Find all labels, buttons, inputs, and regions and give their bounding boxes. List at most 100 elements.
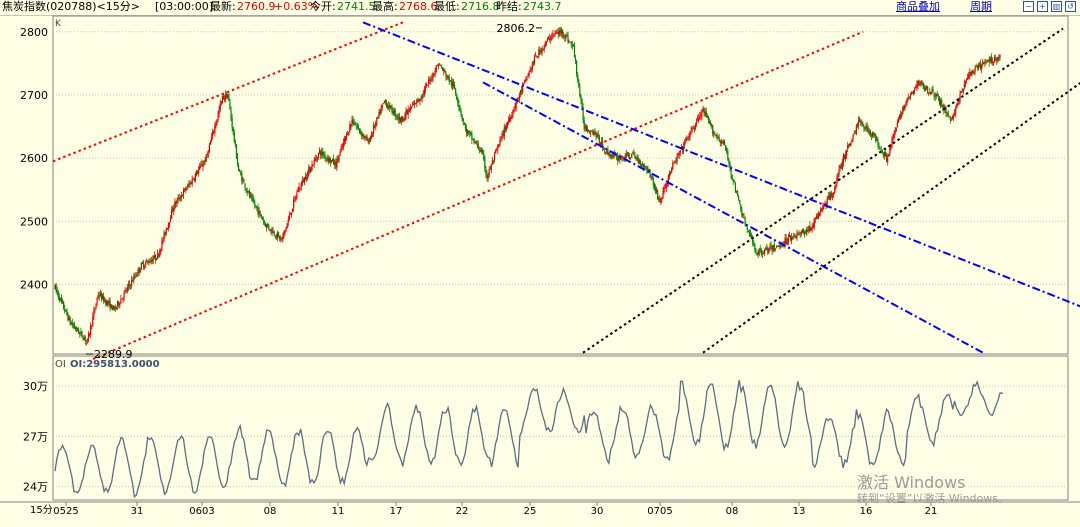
candle-body	[833, 192, 835, 196]
candle-body	[564, 35, 566, 38]
candle-body	[621, 156, 623, 159]
zoom-out-icon[interactable]: −	[1023, 1, 1034, 12]
zoom-in-icon[interactable]: +	[1037, 1, 1048, 12]
candle-body	[792, 237, 794, 239]
candle-body	[933, 93, 935, 97]
candle-body	[871, 132, 874, 137]
candle-body	[276, 233, 279, 239]
x-tick-label: 30	[591, 506, 604, 517]
candle-body	[510, 117, 512, 119]
candle-body	[56, 289, 58, 293]
candle-body	[138, 267, 140, 272]
candle-body	[198, 169, 200, 174]
prev-settle-label: 昨结:	[496, 0, 522, 13]
candle-body	[401, 116, 403, 122]
candle-body	[95, 304, 97, 308]
candle-body	[160, 248, 162, 252]
candle-body	[693, 127, 695, 130]
candles	[54, 27, 1001, 346]
candle-body	[90, 325, 92, 335]
candle-body	[556, 32, 558, 34]
candle-body	[380, 108, 382, 114]
candle-body	[584, 126, 586, 129]
candle-body	[397, 117, 400, 120]
candle-body	[567, 35, 569, 42]
candle-body	[676, 156, 678, 162]
candle-body	[868, 131, 870, 133]
candle-body	[329, 159, 331, 162]
candle-body	[431, 78, 433, 80]
candle-body	[382, 102, 384, 104]
candle-body	[228, 94, 230, 102]
candle-body	[655, 189, 658, 193]
candle-body	[771, 247, 773, 252]
candle-body	[385, 102, 388, 107]
column-view-icon[interactable]: ▥	[1051, 1, 1062, 12]
candle-body	[115, 306, 118, 309]
restore-icon[interactable]: ↺	[1065, 1, 1076, 12]
candle-body	[847, 145, 849, 149]
candle-body	[355, 125, 357, 127]
candle-body	[239, 170, 241, 172]
candle-body	[513, 109, 515, 111]
candle-body	[444, 69, 446, 73]
candle-body	[632, 152, 634, 154]
candle-body	[552, 34, 554, 36]
candle-body	[967, 78, 969, 80]
candle-body	[663, 187, 665, 193]
candle-body	[960, 91, 962, 94]
candle-body	[748, 231, 751, 235]
candle-body	[451, 82, 454, 87]
period-link[interactable]: 周期	[970, 0, 992, 13]
candle-body	[220, 101, 222, 105]
candle-body	[611, 155, 613, 158]
candle-body	[66, 309, 68, 315]
candle-body	[330, 160, 333, 162]
candle-body	[888, 153, 890, 157]
candle-body	[961, 90, 963, 92]
instrument-name[interactable]: 焦炭指数(020788)<15分>	[2, 0, 141, 13]
candle-body	[271, 229, 273, 234]
candle-body	[408, 110, 410, 112]
candle-body	[671, 168, 673, 173]
candle-body	[504, 126, 506, 131]
candle-body	[162, 239, 164, 241]
candle-body	[405, 110, 407, 117]
candle-body	[189, 182, 191, 186]
commodity-overlay-link[interactable]: 商品叠加	[896, 0, 940, 13]
candle-body	[839, 165, 841, 169]
candle-body	[500, 137, 502, 140]
candle-body	[971, 70, 973, 75]
candle-body	[425, 84, 428, 86]
candle-body	[175, 201, 177, 204]
candle-body	[324, 154, 326, 159]
candle-body	[113, 306, 115, 309]
candle-body	[646, 167, 648, 171]
candle-body	[137, 268, 139, 274]
candle-body	[489, 168, 491, 170]
candle-body	[202, 164, 204, 168]
candle-body	[695, 122, 698, 124]
candle-body	[927, 86, 929, 93]
candle-body	[802, 228, 805, 233]
candle-body	[525, 79, 527, 81]
candle-body	[890, 145, 892, 147]
candle-body	[304, 176, 307, 180]
candle-body	[422, 93, 424, 95]
candle-body	[985, 61, 987, 63]
candle-body	[579, 87, 581, 97]
candle-body	[869, 131, 871, 136]
candle-body	[612, 154, 614, 157]
candle-body	[836, 176, 838, 184]
candle-body	[201, 163, 203, 167]
candle-body	[922, 82, 924, 89]
candle-body	[650, 176, 652, 178]
prev-settle-value: 2743.7	[523, 0, 562, 13]
candle-body	[741, 209, 743, 216]
candle-body	[670, 172, 672, 174]
candle-body	[873, 132, 875, 135]
candle-body	[550, 38, 552, 40]
candle-body	[145, 262, 147, 265]
candle-body	[148, 261, 150, 263]
